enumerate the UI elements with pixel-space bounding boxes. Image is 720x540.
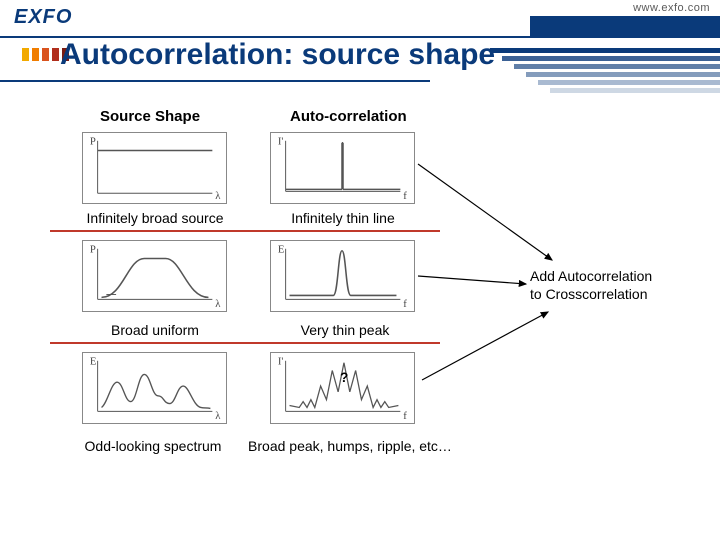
col-header-left: Source Shape <box>100 108 200 125</box>
plot-row3-autocorr: I' f ? <box>270 352 415 424</box>
axis-x-label: λ <box>215 410 221 422</box>
axis-x-label: λ <box>215 298 221 310</box>
question-mark: ? <box>340 370 348 385</box>
caption-row3-right: Broad peak, humps, ripple, etc… <box>230 438 470 454</box>
plot-row3-source: E λ <box>82 352 227 424</box>
brand-logo: EXFO <box>14 6 72 29</box>
axis-x-label: λ <box>215 190 221 202</box>
content-area: Source Shape Auto-correlation P λ I' f I… <box>0 108 720 540</box>
side-note-line1: Add Autocorrelation <box>530 268 652 286</box>
col-header-right: Auto-correlation <box>290 108 407 125</box>
axis-y-label: P <box>90 136 96 148</box>
site-url: www.exfo.com <box>633 2 710 14</box>
axis-x-label: f <box>403 410 407 422</box>
header-bar: EXFO www.exfo.com <box>0 0 720 38</box>
row-divider-2 <box>50 342 440 344</box>
plot-row1-autocorr: I' f <box>270 132 415 204</box>
caption-row1-left: Infinitely broad source <box>70 210 240 226</box>
axis-x-label: f <box>403 190 407 202</box>
title-area: Autocorrelation: source shape <box>0 38 720 104</box>
axis-y-label: P <box>90 244 96 256</box>
plot-row2-autocorr: E f <box>270 240 415 312</box>
caption-row2-left: Broad uniform <box>95 322 215 338</box>
axis-y-label: E <box>90 356 97 368</box>
row-divider-1 <box>50 230 440 232</box>
decorative-stripes <box>490 48 720 98</box>
side-note: Add Autocorrelation to Crosscorrelation <box>530 268 652 303</box>
header-stripe <box>530 16 720 36</box>
axis-y-label: I' <box>278 136 284 148</box>
caption-row1-right: Infinitely thin line <box>278 210 408 226</box>
axis-y-label: E <box>278 244 285 256</box>
axis-y-label: I' <box>278 356 284 368</box>
side-note-line2: to Crosscorrelation <box>530 286 652 304</box>
caption-row3-left: Odd-looking spectrum <box>68 438 238 454</box>
plot-row1-source: P λ <box>82 132 227 204</box>
axis-x-label: f <box>403 298 407 310</box>
plot-row2-source: P λ <box>82 240 227 312</box>
page-title: Autocorrelation: source shape <box>60 38 495 72</box>
caption-row2-right: Very thin peak <box>290 322 400 338</box>
